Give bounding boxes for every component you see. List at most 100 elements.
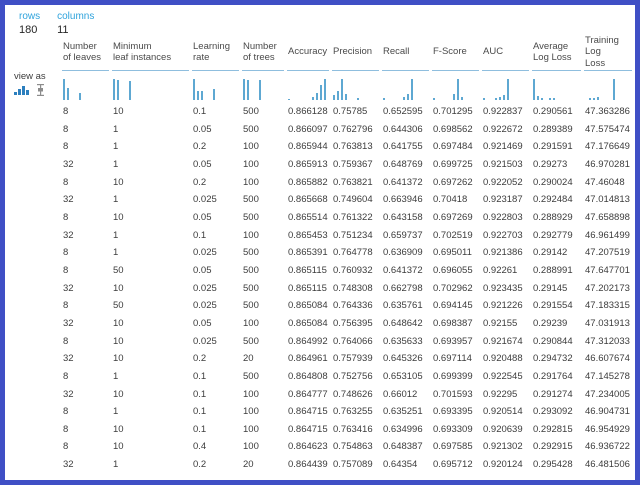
- cell-precision: 0.748308: [333, 282, 373, 294]
- cell-number-of-trees: 500: [243, 194, 259, 206]
- cell-training-log-loss: 46.607674: [585, 353, 630, 365]
- cell-auc: 0.92155: [483, 317, 518, 329]
- cell-number-of-trees: 500: [243, 123, 259, 135]
- cell-accuracy: 0.864439: [288, 459, 328, 471]
- cell-f-score: 0.697114: [433, 353, 472, 365]
- cell-learning-rate: 0.05: [193, 264, 212, 276]
- cell-minimum-leaf-instances: 1: [113, 229, 119, 241]
- cell-recall: 0.635761: [383, 300, 423, 312]
- cell-recall: 0.644306: [383, 123, 423, 135]
- cell-average-log-loss: 0.29142: [533, 247, 568, 259]
- column-header-training-log-loss[interactable]: Training Log Loss: [584, 35, 632, 71]
- cell-minimum-leaf-instances: 10: [113, 388, 124, 400]
- table-row: 8 10 0.4 100 0.864623 0.754863 0.648387 0.69758…: [5, 438, 635, 456]
- column-header-recall[interactable]: Recall: [382, 35, 429, 71]
- cell-average-log-loss: 0.291274: [533, 388, 573, 400]
- cell-auc: 0.921503: [483, 158, 523, 170]
- cell-precision: 0.764336: [333, 300, 373, 312]
- cell-number-of-leaves: 8: [63, 406, 69, 418]
- cell-accuracy: 0.864961: [288, 353, 328, 365]
- cell-minimum-leaf-instances: 10: [113, 106, 124, 117]
- cell-minimum-leaf-instances: 1: [113, 158, 119, 170]
- histogram-f-score: [433, 79, 473, 100]
- cell-training-log-loss: 47.014813: [585, 194, 630, 206]
- cell-number-of-trees: 500: [243, 370, 259, 382]
- column-header-number-of-leaves[interactable]: Number of leaves: [62, 35, 109, 71]
- cell-average-log-loss: 0.288929: [533, 211, 573, 223]
- column-header-number-of-trees[interactable]: Number of trees: [242, 35, 284, 71]
- cell-number-of-leaves: 32: [63, 459, 74, 471]
- cell-learning-rate: 0.1: [193, 406, 207, 418]
- cell-recall: 0.659737: [383, 229, 423, 241]
- histogram-training-log-loss: [585, 79, 625, 100]
- cell-f-score: 0.695011: [433, 247, 472, 259]
- cell-recall: 0.653105: [383, 370, 423, 382]
- cell-accuracy: 0.865913: [288, 158, 328, 170]
- column-header-f-score[interactable]: F-Score: [432, 35, 479, 71]
- histogram-minimum-leaf-instances: [113, 79, 153, 100]
- table-row: 8 1 0.1 500 0.864808 0.752756 0.653105 0.699399…: [5, 368, 635, 386]
- column-header-accuracy[interactable]: Accuracy: [287, 35, 329, 71]
- cell-f-score: 0.702519: [433, 229, 473, 241]
- cell-training-log-loss: 47.312033: [585, 335, 630, 347]
- column-header-precision[interactable]: Precision: [332, 35, 379, 71]
- cell-average-log-loss: 0.293092: [533, 406, 573, 418]
- cell-learning-rate: 0.1: [193, 388, 207, 400]
- cell-training-log-loss: 46.954929: [585, 423, 630, 435]
- column-header-average-log-loss[interactable]: Average Log Loss: [532, 35, 581, 71]
- histogram-view-icon[interactable]: [14, 85, 29, 95]
- cell-number-of-trees: 100: [243, 423, 259, 435]
- cell-accuracy: 0.865115: [288, 282, 327, 294]
- cell-auc: 0.921469: [483, 141, 523, 153]
- column-header-learning-rate[interactable]: Learning rate: [192, 35, 239, 71]
- cell-learning-rate: 0.05: [193, 123, 212, 135]
- cell-recall: 0.645326: [383, 353, 423, 365]
- cell-minimum-leaf-instances: 10: [113, 441, 124, 453]
- cell-recall: 0.648769: [383, 158, 423, 170]
- cell-accuracy: 0.866097: [288, 123, 328, 135]
- cell-training-log-loss: 46.936722: [585, 441, 630, 453]
- cell-precision: 0.752756: [333, 370, 373, 382]
- cell-average-log-loss: 0.292484: [533, 194, 573, 206]
- table-row: 8 1 0.1 100 0.864715 0.763255 0.635251 0.693395…: [5, 403, 635, 421]
- cell-number-of-trees: 500: [243, 211, 259, 223]
- cell-accuracy: 0.865115: [288, 264, 327, 276]
- cell-learning-rate: 0.025: [193, 300, 217, 312]
- cell-minimum-leaf-instances: 10: [113, 176, 124, 188]
- cell-training-log-loss: 47.658898: [585, 211, 630, 223]
- cell-number-of-trees: 20: [243, 353, 254, 365]
- cell-number-of-trees: 500: [243, 300, 259, 312]
- cell-number-of-leaves: 32: [63, 317, 74, 329]
- table-row: 8 1 0.2 100 0.865944 0.763813 0.641755 0.697484…: [5, 138, 635, 156]
- cell-number-of-leaves: 32: [63, 194, 74, 206]
- cell-average-log-loss: 0.292915: [533, 441, 573, 453]
- cell-number-of-trees: 20: [243, 459, 254, 471]
- cell-training-log-loss: 47.575474: [585, 123, 630, 135]
- dataset-visualization-panel: rows 180 columns 11 Number of leaves Mini…: [5, 5, 635, 474]
- boxplot-view-icon[interactable]: [36, 84, 45, 96]
- cell-number-of-leaves: 8: [63, 300, 69, 312]
- table-row: 8 10 0.2 100 0.865882 0.763821 0.641372 0.69726…: [5, 174, 635, 192]
- cell-precision: 0.75785: [333, 106, 368, 117]
- column-header-minimum-leaf-instances[interactable]: Minimum leaf instances: [112, 35, 189, 71]
- cell-precision: 0.763255: [333, 406, 373, 418]
- cell-minimum-leaf-instances: 10: [113, 211, 124, 223]
- cell-number-of-leaves: 32: [63, 282, 74, 294]
- column-header-auc[interactable]: AUC: [482, 35, 529, 71]
- cell-auc: 0.920124: [483, 459, 523, 471]
- cell-learning-rate: 0.2: [193, 176, 207, 188]
- cell-f-score: 0.698562: [433, 123, 473, 135]
- cell-minimum-leaf-instances: 10: [113, 353, 124, 365]
- cell-auc: 0.92261: [483, 264, 518, 276]
- cell-auc: 0.920488: [483, 353, 523, 365]
- cell-precision: 0.761322: [333, 211, 373, 223]
- cell-average-log-loss: 0.290561: [533, 106, 573, 117]
- cell-minimum-leaf-instances: 1: [113, 247, 119, 259]
- rows-meta: rows 180: [19, 11, 40, 36]
- cell-number-of-leaves: 8: [63, 247, 69, 259]
- cell-accuracy: 0.864777: [288, 388, 328, 400]
- cell-number-of-leaves: 8: [63, 423, 69, 435]
- cell-number-of-leaves: 8: [63, 441, 69, 453]
- cell-minimum-leaf-instances: 50: [113, 300, 124, 312]
- cell-number-of-trees: 500: [243, 282, 259, 294]
